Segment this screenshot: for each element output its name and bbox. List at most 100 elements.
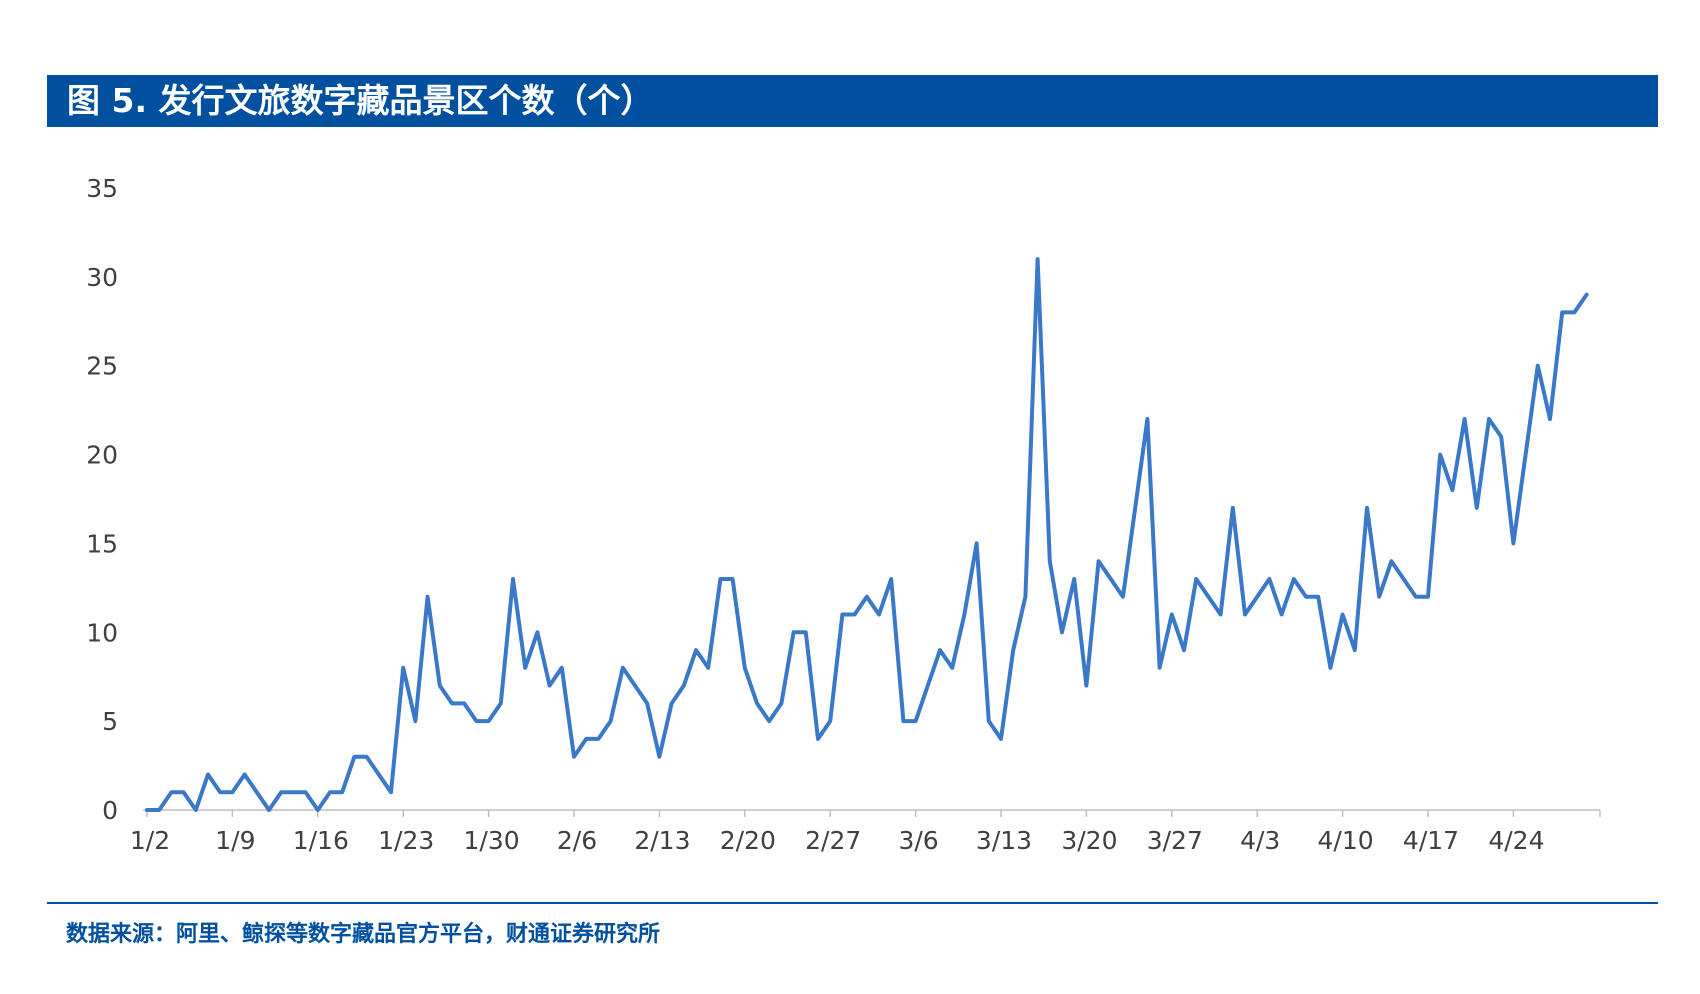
data-point (548, 684, 552, 688)
data-point (1219, 613, 1223, 617)
data-point (1121, 595, 1125, 599)
data-point (426, 595, 430, 599)
data-point (1414, 595, 1418, 599)
data-point (767, 719, 771, 723)
data-point (1475, 506, 1479, 510)
data-point (1011, 648, 1015, 652)
data-point (255, 790, 259, 794)
data-point (1182, 648, 1186, 652)
data-point (267, 808, 271, 812)
data-point (731, 577, 735, 581)
x-tick-label: 1/23 (378, 826, 434, 855)
data-point (743, 666, 747, 670)
data-point (1389, 559, 1393, 563)
data-point (718, 577, 722, 581)
data-point (1084, 684, 1088, 688)
x-tick-label: 1/9 (215, 826, 255, 855)
data-point (950, 666, 954, 670)
data-point (901, 719, 905, 723)
x-tick-label: 3/20 (1061, 826, 1117, 855)
data-point (1572, 310, 1576, 314)
data-point (230, 790, 234, 794)
data-point (706, 666, 710, 670)
data-point (1109, 577, 1113, 581)
x-tick-label: 4/3 (1240, 826, 1280, 855)
data-point (438, 684, 442, 688)
data-point (1328, 666, 1332, 670)
data-point (1023, 595, 1027, 599)
x-tick-label: 1/16 (293, 826, 349, 855)
y-tick-label: 30 (86, 263, 118, 292)
x-tick-label: 1/30 (464, 826, 520, 855)
data-point (487, 719, 491, 723)
data-point (682, 684, 686, 688)
data-point (535, 630, 539, 634)
x-tick-label: 4/24 (1488, 826, 1544, 855)
data-point (1048, 559, 1052, 563)
data-point (291, 790, 295, 794)
data-point (1255, 595, 1259, 599)
data-point (340, 790, 344, 794)
data-point (365, 755, 369, 759)
data-point (1243, 613, 1247, 617)
data-point (206, 772, 210, 776)
data-point (1206, 595, 1210, 599)
data-point (1036, 257, 1040, 261)
data-point (474, 719, 478, 723)
data-point (621, 666, 625, 670)
data-point (511, 577, 515, 581)
data-point (596, 737, 600, 741)
x-tick-label: 2/6 (557, 826, 597, 855)
data-point (243, 772, 247, 776)
x-tick-label: 2/20 (720, 826, 776, 855)
data-point (1060, 630, 1064, 634)
y-tick-label: 20 (86, 441, 118, 470)
data-point (1292, 577, 1296, 581)
data-point (1267, 577, 1271, 581)
data-point (1560, 310, 1564, 314)
data-point (1280, 613, 1284, 617)
data-point (1463, 417, 1467, 421)
data-point (304, 790, 308, 794)
data-point (352, 755, 356, 759)
data-point (779, 701, 783, 705)
y-tick-label: 25 (86, 352, 118, 381)
data-point (1548, 417, 1552, 421)
chart-title: 图 5. 发行文旅数字藏品景区个数（个） (67, 81, 654, 120)
data-point (877, 613, 881, 617)
data-point (999, 737, 1003, 741)
title-bar: 图 5. 发行文旅数字藏品景区个数（个） (47, 75, 1658, 127)
data-point (218, 790, 222, 794)
data-point (523, 666, 527, 670)
data-point (755, 701, 759, 705)
x-tick-label: 4/10 (1318, 826, 1374, 855)
data-point (572, 755, 576, 759)
data-point (1158, 666, 1162, 670)
y-tick-label: 10 (86, 618, 118, 647)
data-point (1194, 577, 1198, 581)
data-point (316, 808, 320, 812)
data-point (182, 790, 186, 794)
data-point (1341, 613, 1345, 617)
x-tick-label: 2/13 (634, 826, 690, 855)
y-tick-label: 15 (86, 529, 118, 558)
data-point (694, 648, 698, 652)
data-point (889, 577, 893, 581)
data-point (377, 772, 381, 776)
data-point (865, 595, 869, 599)
data-point (560, 666, 564, 670)
data-point (975, 541, 979, 545)
x-tick-label: 1/2 (130, 826, 170, 855)
data-point (584, 737, 588, 741)
data-point (1097, 559, 1101, 563)
source-divider (47, 902, 1658, 904)
y-tick-label: 5 (102, 707, 118, 736)
y-tick-label: 35 (86, 174, 118, 203)
data-point (1536, 364, 1540, 368)
data-point (1133, 506, 1137, 510)
line-chart: 0 5 10 15 20 25 30 35 1/2 1/9 1/16 1/23 1/30 2/6 2/13 2… (86, 174, 1601, 855)
data-point (1231, 506, 1235, 510)
data-point (938, 648, 942, 652)
data-point (1402, 577, 1406, 581)
data-point (840, 613, 844, 617)
